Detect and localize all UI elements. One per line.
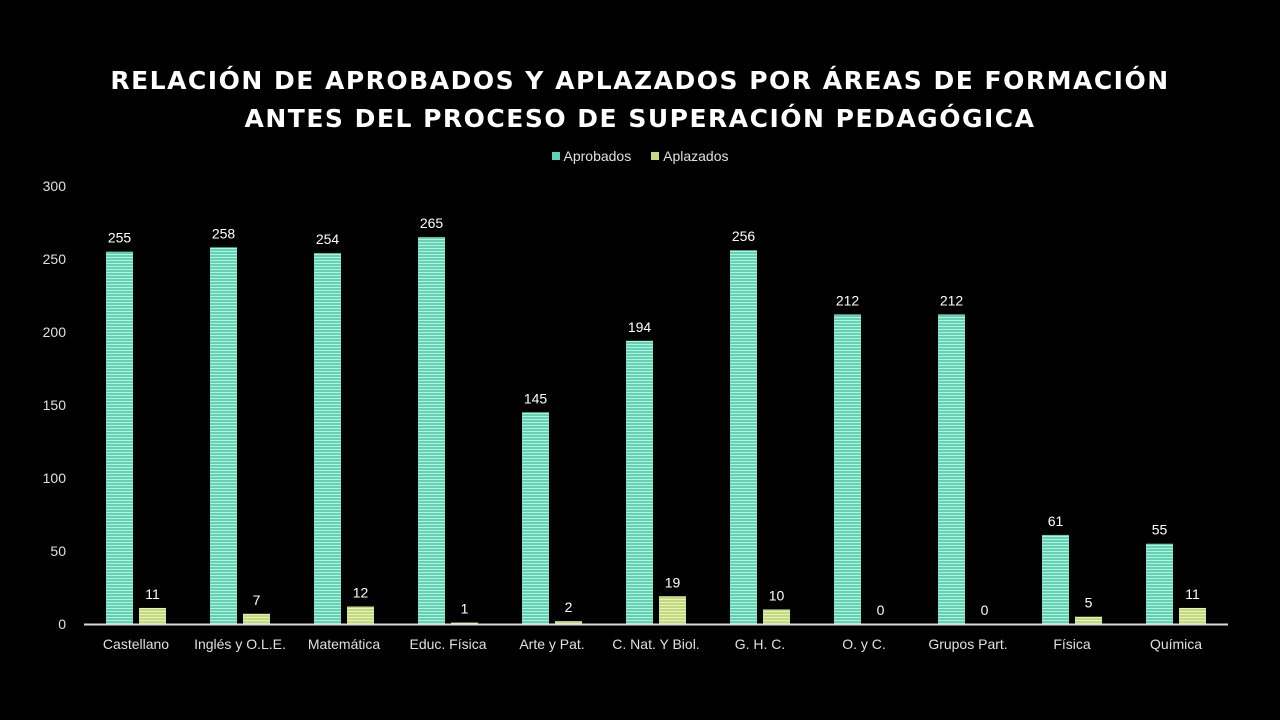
- bar-aprobados-5: [626, 340, 653, 624]
- data-label-aprobados-4: 145: [524, 390, 548, 406]
- bar-aprobados-8: [938, 314, 965, 624]
- data-label-aplazados-3: 1: [461, 601, 469, 617]
- data-label-aprobados-10: 55: [1152, 522, 1168, 538]
- legend-item-aprobados: Aprobados: [551, 148, 632, 164]
- bar-aprobados-9: [1042, 534, 1069, 624]
- y-tick-label-200: 200: [43, 324, 67, 340]
- bar-aprobados-6: [730, 250, 757, 625]
- data-label-aprobados-3: 265: [420, 215, 444, 231]
- y-tick-label-50: 50: [50, 543, 66, 559]
- chart-title: RELACIÓN DE APROBADOS Y APLAZADOS POR ÁR…: [0, 62, 1280, 138]
- data-label-aprobados-1: 258: [212, 225, 236, 241]
- chart-title-line-1: RELACIÓN DE APROBADOS Y APLAZADOS POR ÁR…: [110, 66, 1170, 95]
- data-label-aprobados-5: 194: [628, 319, 652, 335]
- bar-aplazados-6: [763, 609, 790, 624]
- data-label-aprobados-8: 212: [940, 292, 964, 308]
- bar-aprobados-10: [1146, 543, 1173, 624]
- data-label-aprobados-6: 256: [732, 228, 756, 244]
- legend-label-aplazados: Aplazados: [663, 148, 729, 164]
- x-tick-label-9: Física: [1053, 636, 1091, 652]
- data-label-aprobados-0: 255: [108, 230, 132, 246]
- y-tick-label-300: 300: [43, 178, 67, 194]
- y-tick-label-100: 100: [43, 470, 67, 486]
- data-label-aplazados-6: 10: [769, 587, 785, 603]
- bar-aprobados-3: [418, 237, 445, 624]
- bar-aplazados-1: [243, 613, 270, 624]
- data-label-aprobados-9: 61: [1048, 513, 1064, 529]
- bar-aprobados-2: [314, 253, 341, 624]
- data-label-aplazados-10: 11: [1185, 586, 1200, 602]
- y-tick-label-250: 250: [43, 251, 67, 267]
- legend-item-aplazados: Aplazados: [651, 148, 729, 164]
- data-label-aplazados-4: 2: [565, 599, 573, 615]
- bar-aprobados-4: [522, 412, 549, 624]
- x-tick-label-3: Educ. Física: [409, 636, 486, 652]
- chart-title-line-2: ANTES DEL PROCESO DE SUPERACIÓN PEDAGÓGI…: [244, 104, 1036, 133]
- data-label-aplazados-7: 0: [877, 602, 885, 618]
- bar-aprobados-1: [210, 247, 237, 624]
- x-tick-label-6: G. H. C.: [735, 636, 786, 652]
- x-tick-label-5: C. Nat. Y Biol.: [612, 636, 699, 652]
- legend-swatch-aprobados: [551, 152, 560, 160]
- bar-aplazados-10: [1179, 607, 1206, 624]
- y-tick-label-0: 0: [58, 616, 66, 632]
- y-tick-label-150: 150: [43, 397, 67, 413]
- bar-aplazados-5: [659, 596, 686, 624]
- bar-aplazados-9: [1075, 616, 1102, 624]
- bar-aprobados-7: [834, 314, 861, 624]
- x-tick-label-0: Castellano: [103, 636, 169, 652]
- x-tick-label-7: O. y C.: [842, 636, 886, 652]
- bar-aplazados-3: [451, 622, 478, 624]
- data-label-aplazados-9: 5: [1085, 595, 1093, 611]
- data-label-aprobados-2: 254: [316, 231, 340, 247]
- data-label-aplazados-5: 19: [665, 574, 681, 590]
- x-tick-label-10: Química: [1150, 636, 1202, 652]
- bar-aplazados-4: [555, 621, 582, 624]
- data-label-aplazados-1: 7: [253, 592, 261, 608]
- bar-aplazados-2: [347, 606, 374, 624]
- bar-aprobados-0: [106, 251, 133, 624]
- data-label-aplazados-8: 0: [981, 602, 989, 618]
- chart-legend: Aprobados Aplazados: [0, 148, 1280, 164]
- bar-aplazados-0: [139, 607, 166, 624]
- x-tick-label-4: Arte y Pat.: [519, 636, 584, 652]
- legend-label-aprobados: Aprobados: [563, 148, 632, 164]
- legend-swatch-aplazados: [651, 152, 660, 160]
- data-label-aprobados-7: 212: [836, 292, 860, 308]
- x-tick-label-2: Matemática: [308, 636, 381, 652]
- data-label-aplazados-0: 11: [145, 586, 160, 602]
- x-tick-label-8: Grupos Part.: [928, 636, 1007, 652]
- data-label-aplazados-2: 12: [353, 584, 369, 600]
- x-tick-label-1: Inglés y O.L.E.: [194, 636, 286, 652]
